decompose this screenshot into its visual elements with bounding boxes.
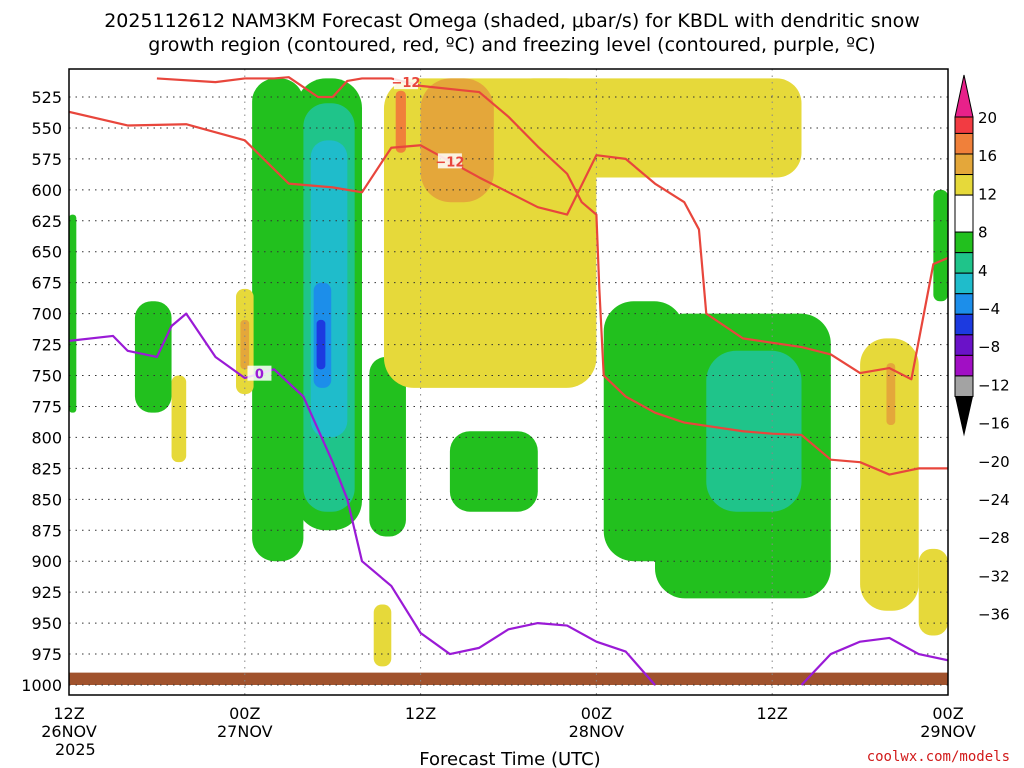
y-tick-label-700: 700: [31, 305, 62, 324]
omega-region-sinking-24: [373, 604, 392, 667]
x-tick-label-h12-2: 27NOV: [217, 722, 273, 741]
y-tick-label-825: 825: [31, 459, 62, 478]
colorbar-label-5: −4: [978, 300, 1000, 318]
contour-freezing-level-east: [800, 636, 948, 686]
colorbar-label-0: 20: [978, 109, 997, 127]
y-tick-label-525: 525: [31, 88, 62, 107]
omega-region-sinking-18: [171, 375, 187, 463]
y-tick-label-600: 600: [31, 181, 62, 200]
colorbar-bin-2: [954, 153, 974, 176]
x-tick-label-h0-3: 2025: [55, 740, 96, 759]
colorbar-top-arrow: [954, 74, 974, 118]
colorbar-bin-4: [954, 194, 974, 233]
colorbar-label-9: −20: [978, 453, 1010, 471]
omega-region-sinking-17: [395, 90, 406, 153]
colorbar-label-3: 8: [978, 224, 988, 242]
x-tick-label-h36-2: 28NOV: [569, 722, 625, 741]
omega-region-rising-6: [369, 356, 406, 537]
contour-label-dgz-lower-edge: −12: [391, 76, 420, 91]
omega-region-sinking-16: [420, 78, 494, 203]
omega-region-sinking-23: [918, 548, 948, 636]
colorbar-label-13: −36: [978, 606, 1010, 624]
x-tick-label-h60-1: 00Z: [932, 704, 963, 723]
contour-dgz-lower-edge: [156, 76, 948, 476]
chart-title-line-2: growth region (contoured, red, ºC) and f…: [148, 34, 875, 56]
y-tick-label-775: 775: [31, 397, 62, 416]
x-axis-label: Forecast Time (UTC): [419, 749, 600, 768]
x-tick-label-h60-2: 29NOV: [920, 722, 976, 741]
colorbar-label-10: −24: [978, 491, 1010, 509]
omega-region-rising-12: [449, 431, 538, 512]
omega-region-rising-5: [316, 319, 326, 370]
colorbar: 20 16 12 8 4 −4 −8 −12 −16 −20 −24 −28 −32 −36: [954, 74, 1010, 624]
omega-region-sinking-22: [886, 363, 896, 426]
chart-title-line-1: 2025112612 NAM3KM Forecast Omega (shaded…: [104, 10, 920, 32]
colorbar-bin-7: [954, 272, 974, 295]
x-tick-label-h0-1: 12Z: [53, 704, 84, 723]
y-tick-label-750: 750: [31, 367, 62, 386]
omega-region-rising-13: [933, 189, 948, 302]
colorbar-label-12: −32: [978, 567, 1010, 585]
x-tick-label-h24-1: 12Z: [405, 704, 436, 723]
colorbar-bin-5: [954, 231, 974, 254]
contour-dgz-upper-edge: [69, 110, 948, 381]
y-tick-label-875: 875: [31, 521, 62, 540]
y-tick-label-725: 725: [31, 336, 62, 355]
contour-label-bg-freezing-level: [247, 365, 272, 381]
y-tick-label-625: 625: [31, 212, 62, 231]
credit-text: coolwx.com/models: [867, 749, 1010, 765]
grid-layer: [69, 69, 948, 695]
y-tick-label-975: 975: [31, 645, 62, 664]
contour-label-dgz-upper-edge: −12: [435, 155, 464, 170]
contour-layer: −12 −12 0: [69, 74, 948, 686]
y-tick-label-950: 950: [31, 614, 62, 633]
colorbar-label-11: −28: [978, 529, 1010, 547]
colorbar-bin-8: [954, 293, 974, 315]
y-tick-label-925: 925: [31, 583, 62, 602]
y-tick-label-650: 650: [31, 243, 62, 262]
omega-region-rising-0: [252, 78, 304, 562]
colorbar-bottom-arrow: [955, 396, 973, 437]
colorbar-label-1: 16: [978, 147, 997, 165]
contour-label-bg-dgz-lower-edge: [393, 74, 418, 90]
y-axis-ticks: 525 550 575 600 625 650 675 700 725 750 775 800 825 8…: [21, 88, 62, 695]
colorbar-bin-1: [954, 132, 974, 155]
colorbar-bin-12: [954, 375, 974, 397]
x-tick-label-h0-2: 26NOV: [41, 722, 97, 741]
x-tick-label-h36-1: 00Z: [581, 704, 612, 723]
x-tick-label-h12-1: 00Z: [229, 704, 260, 723]
y-tick-label-850: 850: [31, 490, 62, 509]
contour-label-bg-dgz-upper-edge: [437, 153, 462, 169]
colorbar-bin-0: [954, 116, 974, 134]
omega-region-terrain-25: [69, 672, 948, 685]
y-tick-label-575: 575: [31, 150, 62, 169]
y-tick-label-900: 900: [31, 552, 62, 571]
colorbar-bin-10: [954, 334, 974, 356]
omega-region-rising-7: [69, 214, 77, 413]
contour-freezing-level: [69, 312, 656, 686]
colorbar-label-6: −8: [978, 338, 1000, 356]
colorbar-bin-11: [954, 354, 974, 377]
colorbar-label-8: −16: [978, 415, 1010, 433]
colorbar-bin-6: [954, 252, 974, 274]
y-tick-label-675: 675: [31, 274, 62, 293]
colorbar-label-4: 4: [978, 262, 988, 280]
plot-frame: [68, 68, 949, 696]
contour-label-freezing-level: 0: [255, 368, 264, 383]
omega-shading-layer: [69, 78, 948, 685]
colorbar-bin-3: [954, 174, 974, 196]
y-tick-label-550: 550: [31, 119, 62, 138]
colorbar-label-2: 12: [978, 185, 997, 203]
colorbar-label-7: −12: [978, 376, 1010, 394]
colorbar-bin-9: [954, 313, 974, 336]
y-tick-label-800: 800: [31, 428, 62, 447]
y-tick-label-1000: 1000: [21, 676, 62, 695]
x-tick-label-h48-1: 12Z: [757, 704, 788, 723]
